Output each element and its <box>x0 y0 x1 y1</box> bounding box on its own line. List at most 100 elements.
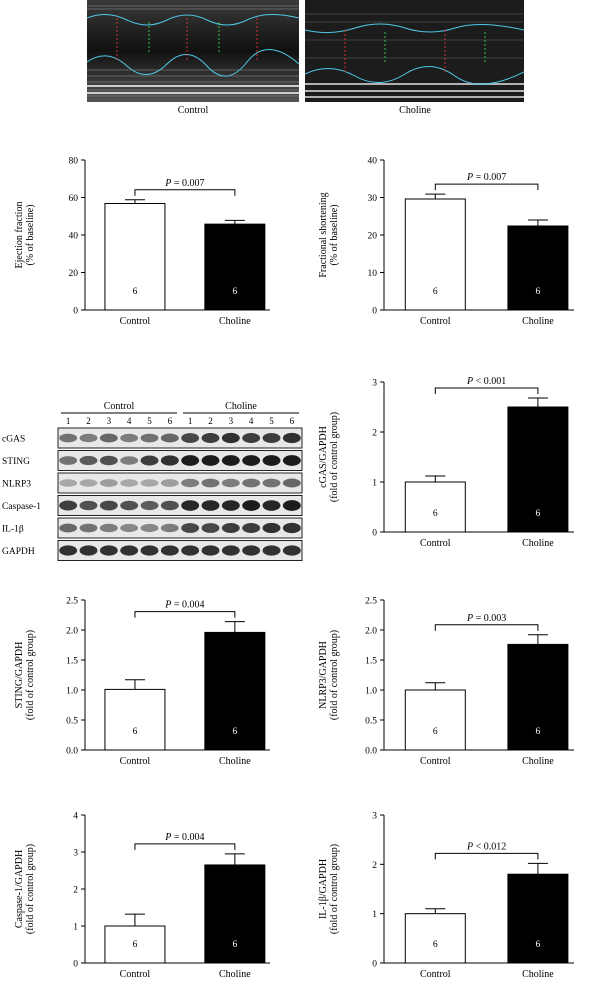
sample-size-label: 6 <box>232 287 237 297</box>
blot-band <box>99 500 118 511</box>
lane-number: 1 <box>188 416 193 426</box>
lane-number: 4 <box>249 416 254 426</box>
caspase1-gapdh-chart: Caspase-1/GAPDH(fold of control group) 0 1… <box>14 812 270 980</box>
y-axis-label-line1: NLRP3/GAPDH <box>318 641 329 709</box>
blot-strip <box>57 472 303 494</box>
blot-band <box>242 455 261 466</box>
blot-band <box>79 433 98 443</box>
blot-band <box>140 479 159 487</box>
blot-band <box>201 478 220 488</box>
blot-band <box>59 500 78 511</box>
y-tick-label: 1.0 <box>66 687 78 697</box>
blot-row-label: NLRP3 <box>2 480 31 490</box>
sample-size-label: 6 <box>536 509 541 519</box>
blot-band <box>201 500 220 511</box>
sample-size-label: 6 <box>133 940 138 950</box>
p-symbol: P <box>164 178 171 189</box>
blot-band <box>242 500 261 511</box>
p-value: = 0.003 <box>473 613 506 624</box>
p-value: = 0.004 <box>171 600 204 611</box>
y-axis-label: IL-1β/GAPDH(fold of control group) <box>318 844 340 934</box>
y-axis-label-line1: cGAS/GAPDH <box>318 426 329 488</box>
significance-bracket <box>434 387 539 394</box>
blot-band <box>221 455 240 466</box>
lane-number: 6 <box>290 416 295 426</box>
y-tick-label: 1.0 <box>365 687 377 697</box>
lane-number: 1 <box>66 416 71 426</box>
p-value-annotation: P < 0.012 <box>466 841 506 852</box>
bar-control <box>104 203 166 311</box>
y-tick-label: 3 <box>73 849 78 859</box>
blot-band <box>120 433 139 443</box>
blot-band <box>59 433 78 443</box>
bar-choline <box>204 223 266 311</box>
y-tick-label: 0.0 <box>365 747 377 757</box>
x-tick-label: Choline <box>522 538 554 549</box>
fractional-shortening-chart: Fractional shortening(% of baseline) 0 10 2… <box>318 157 574 327</box>
echo-label-choline: Choline <box>399 105 431 116</box>
blot-band <box>120 545 139 556</box>
blot-band <box>140 433 159 443</box>
y-tick-label: 1 <box>372 479 377 489</box>
blot-band <box>160 545 179 556</box>
blot-band <box>59 456 78 465</box>
significance-bracket <box>434 624 539 631</box>
blot-band <box>201 433 220 443</box>
blot-band <box>242 545 261 556</box>
western-blot-panel: Control 1 2 3 4 5 6 Choline 1 2 3 4 5 6 cGAS STING NLRP3… <box>0 395 304 565</box>
blot-band <box>181 433 200 443</box>
p-value: = 0.007 <box>171 178 204 189</box>
blot-band <box>282 432 301 444</box>
blot-band <box>242 433 261 443</box>
bar-choline <box>204 631 266 751</box>
blot-band <box>201 455 220 466</box>
blot-row-label: IL-1β <box>2 525 24 535</box>
y-axis-label-line1: Caspase-1/GAPDH <box>14 850 25 928</box>
y-tick-label: 0 <box>372 307 377 317</box>
echo-trace-choline <box>305 0 524 102</box>
y-tick-label: 40 <box>368 157 378 167</box>
bar-control <box>104 688 166 751</box>
y-axis-label-line1: Fractional shortening <box>318 192 329 277</box>
sample-size-label: 6 <box>433 287 438 297</box>
sample-size-label: 6 <box>433 940 438 950</box>
blot-band <box>181 478 200 488</box>
x-tick-label: Control <box>420 756 451 767</box>
blot-band <box>181 523 200 533</box>
x-tick-label: Control <box>120 316 151 327</box>
bar-choline <box>507 225 569 311</box>
sample-size-label: 6 <box>433 509 438 519</box>
blot-band <box>79 479 98 487</box>
blot-band <box>181 455 200 466</box>
blot-band <box>160 523 179 533</box>
y-axis-label: Caspase-1/GAPDH(fold of control group) <box>14 844 36 934</box>
y-axis-label-line2: (fold of control group) <box>25 630 36 720</box>
p-symbol: P <box>466 841 473 852</box>
sample-size-label: 6 <box>433 727 438 737</box>
y-tick-label: 4 <box>73 812 78 822</box>
blot-band <box>262 522 281 534</box>
bar-control <box>404 913 466 964</box>
lane-number: 2 <box>86 416 91 426</box>
y-tick-label: 0.0 <box>66 747 78 757</box>
y-tick-label: 0 <box>73 960 78 970</box>
blot-band <box>120 500 139 511</box>
p-value: < 0.012 <box>473 841 506 852</box>
blot-band <box>262 545 281 556</box>
sample-size-label: 6 <box>133 727 138 737</box>
y-tick-label: 40 <box>69 232 79 242</box>
blot-strip <box>57 427 303 449</box>
bar-choline <box>507 873 569 964</box>
y-axis-label-line2: (% of baseline) <box>25 204 36 265</box>
y-axis-label-line1: Ejection fraction <box>14 202 25 269</box>
blot-band <box>262 478 281 488</box>
blot-band <box>79 455 98 466</box>
y-tick-label: 20 <box>69 269 79 279</box>
cgas-gapdh-chart: cGAS/GAPDH(fold of control group) 0 1 2 3 6 Co… <box>318 376 574 549</box>
y-axis-label-line2: (fold of control group) <box>329 630 340 720</box>
bar-choline <box>204 864 266 964</box>
ejection-fraction-chart: Ejection fraction(% of baseline) 0 20 40 60 8… <box>14 157 270 327</box>
y-axis-label-line1: IL-1β/GAPDH <box>318 859 329 919</box>
echo-label-control: Control <box>177 105 209 116</box>
y-axis-label: Fractional shortening(% of baseline) <box>318 192 340 277</box>
